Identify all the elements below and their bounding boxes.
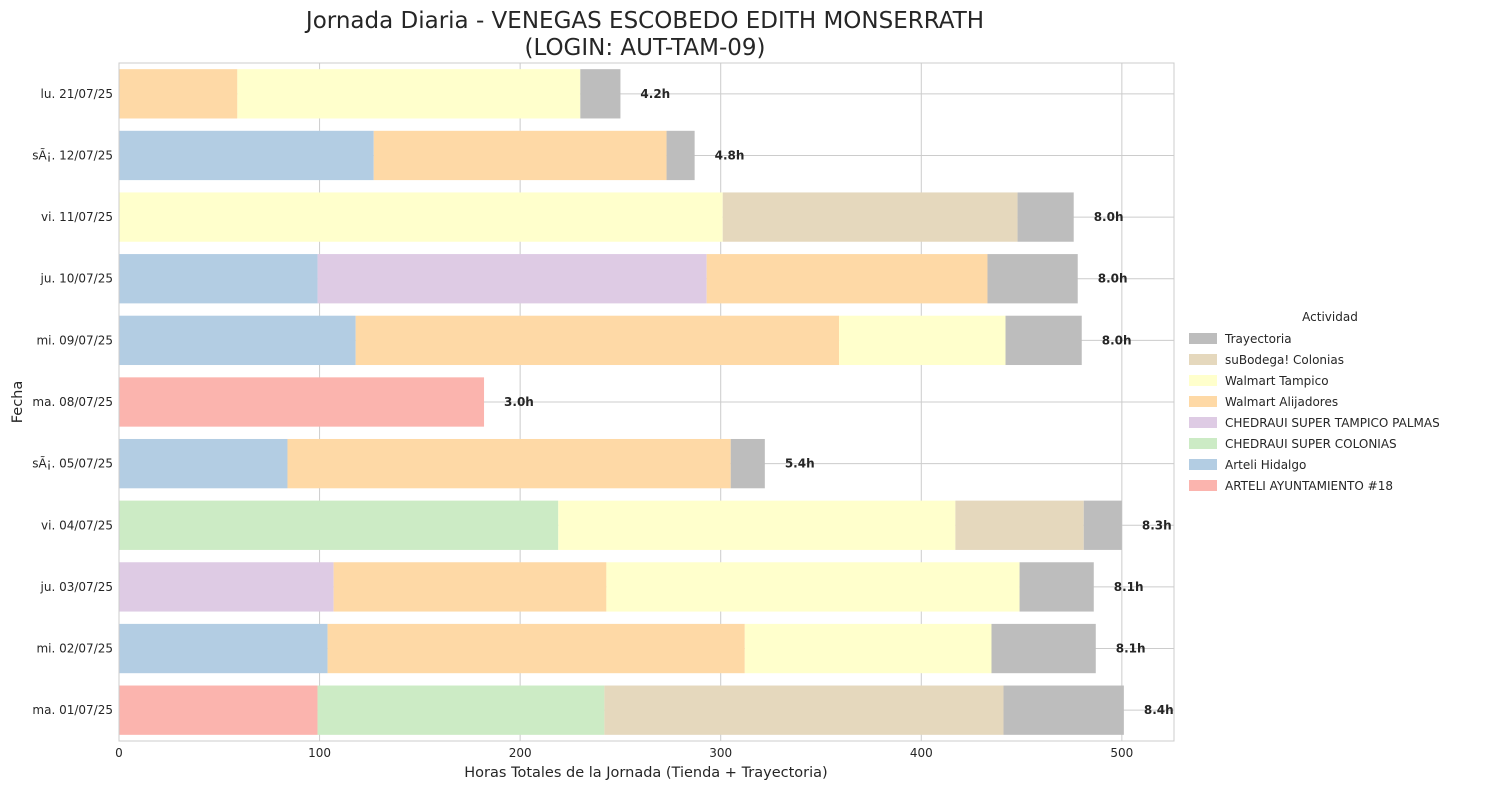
bar-segment xyxy=(722,192,1018,242)
bar-segment xyxy=(604,685,1004,735)
legend-entry-label: suBodega! Colonias xyxy=(1225,353,1344,367)
x-tick-label: 0 xyxy=(115,746,123,760)
legend-entry-label: Arteli Hidalgo xyxy=(1225,458,1306,472)
bar-segment xyxy=(119,562,334,612)
bar-segment xyxy=(119,192,723,242)
bar-segment xyxy=(580,69,621,119)
bar-segment xyxy=(666,130,695,181)
bar-segment xyxy=(606,562,1020,612)
total-hours-label: 3.0h xyxy=(504,395,534,409)
bar-segment xyxy=(317,685,605,735)
bar-segment xyxy=(558,500,956,550)
x-tick-label: 200 xyxy=(509,746,532,760)
bar-segment xyxy=(119,254,318,304)
legend-entry-label: CHEDRAUI SUPER TAMPICO PALMAS xyxy=(1225,416,1440,430)
chart-title-line-1: Jornada Diaria - VENEGAS ESCOBEDO EDITH … xyxy=(304,8,984,34)
total-labels: 4.2h 4.8h 8.0h 8.0h 8.0h 3.0h 5.4h 8.3h 8.1h 8.1h… xyxy=(504,87,1174,717)
total-hours-label: 8.1h xyxy=(1116,642,1146,656)
bar-segment xyxy=(987,254,1078,304)
y-tick-label: ju. 03/07/25 xyxy=(40,580,113,594)
legend-swatch xyxy=(1189,438,1217,449)
bar-segment xyxy=(355,315,840,366)
bar-segment xyxy=(1003,685,1124,735)
axis-ticks: 0 100 200 300 400 500 lu. 21/07/25 sÃ¡. 12/07/2… xyxy=(32,87,1133,760)
y-tick-label: lu. 21/07/25 xyxy=(41,87,113,101)
x-tick-label: 300 xyxy=(709,746,732,760)
total-hours-label: 8.4h xyxy=(1144,703,1174,717)
total-hours-label: 8.1h xyxy=(1114,580,1144,594)
total-hours-label: 8.0h xyxy=(1098,272,1128,286)
bar-segment xyxy=(317,254,707,304)
bar-segment xyxy=(991,623,1096,674)
x-axis-label: Horas Totales de la Jornada (Tienda + Tr… xyxy=(464,765,827,781)
bar-segment xyxy=(119,69,238,119)
y-axis-label: Fecha xyxy=(10,381,26,424)
total-hours-label: 8.3h xyxy=(1142,518,1172,532)
bar-segment xyxy=(119,685,318,735)
legend-swatch xyxy=(1189,417,1217,428)
bar-segment xyxy=(706,254,988,304)
legend-swatch xyxy=(1189,333,1217,344)
y-tick-label: mi. 02/07/25 xyxy=(36,642,113,656)
bar-segment xyxy=(1083,500,1122,550)
y-tick-label: sÃ¡. 05/07/25 xyxy=(32,456,113,471)
legend-entry-label: Walmart Alijadores xyxy=(1225,395,1338,409)
legend: Actividad Trayectoria suBodega! Colonias W… xyxy=(1189,310,1440,493)
bar-segment xyxy=(119,377,485,427)
bar-segment xyxy=(373,130,667,181)
x-tick-label: 100 xyxy=(308,746,331,760)
bar-segment xyxy=(839,315,1006,366)
bar-segment xyxy=(119,500,559,550)
total-hours-label: 4.8h xyxy=(715,148,745,162)
total-hours-label: 5.4h xyxy=(785,457,815,471)
x-tick-label: 400 xyxy=(910,746,933,760)
bars xyxy=(119,69,1124,735)
bar-segment xyxy=(119,438,288,489)
y-tick-label: vi. 04/07/25 xyxy=(41,518,113,532)
y-tick-label: ma. 08/07/25 xyxy=(32,395,113,409)
x-tick-label: 500 xyxy=(1110,746,1133,760)
plot-frame xyxy=(118,62,1175,742)
legend-swatch xyxy=(1189,396,1217,407)
bar-segment xyxy=(287,438,731,489)
total-hours-label: 8.0h xyxy=(1102,333,1132,347)
bar-segment xyxy=(955,500,1084,550)
legend-swatch xyxy=(1189,480,1217,491)
y-tick-label: ju. 10/07/25 xyxy=(40,272,113,286)
bar-segment xyxy=(1005,315,1082,366)
bar-segment xyxy=(1017,192,1074,242)
legend-title: Actividad xyxy=(1302,310,1358,324)
legend-entry-label: CHEDRAUI SUPER COLONIAS xyxy=(1225,437,1397,451)
bar-segment xyxy=(237,69,581,119)
total-hours-label: 8.0h xyxy=(1094,210,1124,224)
bar-segment xyxy=(1019,562,1094,612)
bar-segment xyxy=(327,623,745,674)
y-tick-label: mi. 09/07/25 xyxy=(36,333,113,347)
bar-segment xyxy=(333,562,607,612)
legend-swatch xyxy=(1189,459,1217,470)
legend-entry-label: Walmart Tampico xyxy=(1225,374,1329,388)
bar-segment xyxy=(744,623,992,674)
y-tick-label: ma. 01/07/25 xyxy=(32,703,113,717)
y-tick-label: sÃ¡. 12/07/25 xyxy=(32,147,113,162)
total-hours-label: 4.2h xyxy=(640,87,670,101)
legend-swatch xyxy=(1189,354,1217,365)
chart-title-line-2: (LOGIN: AUT-TAM-09) xyxy=(524,35,765,61)
legend-entry-label: ARTELI AYUNTAMIENTO #18 xyxy=(1225,479,1393,493)
bar-segment xyxy=(119,130,374,181)
bar-segment xyxy=(119,315,356,366)
plot-border xyxy=(118,62,1175,742)
y-tick-label: vi. 11/07/25 xyxy=(41,210,113,224)
legend-entry-label: Trayectoria xyxy=(1224,332,1292,346)
bar-segment xyxy=(730,438,765,489)
legend-swatch xyxy=(1189,375,1217,386)
bar-segment xyxy=(119,623,328,674)
